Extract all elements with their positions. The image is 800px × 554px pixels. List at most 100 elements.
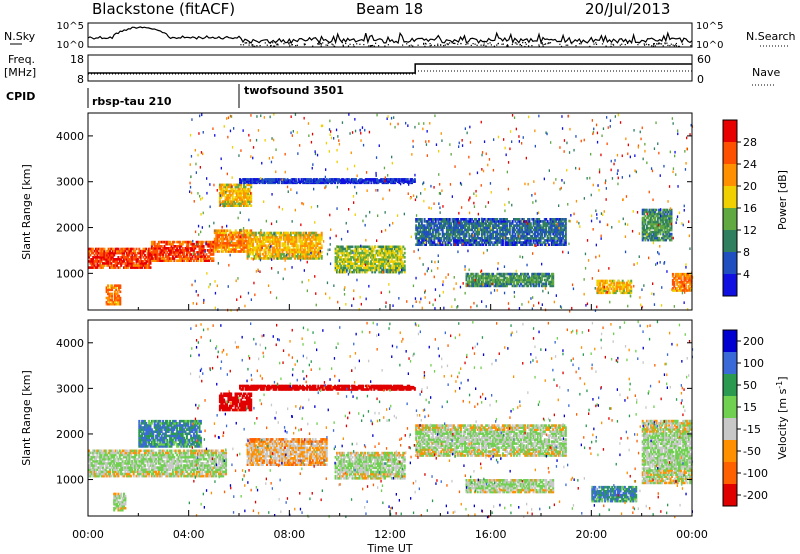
heatmap-cell xyxy=(241,241,244,245)
heatmap-cell xyxy=(254,236,257,239)
heatmap-cell xyxy=(156,247,159,250)
heatmap-speckle xyxy=(533,276,535,279)
heatmap-cell xyxy=(157,240,160,244)
heatmap-cell xyxy=(174,255,177,258)
heatmap-cell xyxy=(152,249,155,252)
heatmap-cell xyxy=(237,237,240,241)
heatmap-cell xyxy=(223,244,226,247)
heatmap-cell xyxy=(150,245,153,248)
heatmap-speckle xyxy=(614,159,616,162)
nsearch-point xyxy=(474,43,476,45)
nsearch-point xyxy=(252,44,254,46)
heatmap-cell xyxy=(92,262,95,265)
heatmap-cell xyxy=(253,257,256,260)
heatmap-cell xyxy=(197,242,200,246)
heatmap-cell xyxy=(230,235,233,239)
nsearch-point xyxy=(288,43,290,45)
heatmap-cell xyxy=(237,244,240,247)
heatmap-cell xyxy=(173,251,176,254)
heatmap-cell xyxy=(114,260,117,263)
heatmap-cell xyxy=(114,251,117,255)
heatmap-cell xyxy=(247,244,250,247)
heatmap-cell xyxy=(250,229,253,232)
heatmap-cell xyxy=(153,245,156,248)
heatmap-cell xyxy=(110,256,113,259)
heatmap-cell xyxy=(170,253,173,256)
heatmap-cell xyxy=(247,246,250,250)
heatmap-cell xyxy=(129,247,132,251)
heatmap-cell xyxy=(109,262,111,265)
heatmap-cell xyxy=(180,255,183,258)
heatmap-cell xyxy=(205,253,208,256)
heatmap-cell xyxy=(173,257,176,260)
heatmap-cell xyxy=(99,260,102,263)
nsearch-point xyxy=(659,43,661,45)
nsearch-point xyxy=(675,44,677,46)
heatmap-cell xyxy=(156,242,159,246)
heatmap-cell xyxy=(199,242,202,246)
heatmap-cell xyxy=(142,247,145,251)
heatmap-cell xyxy=(216,233,219,237)
heatmap-cell xyxy=(209,253,212,256)
heatmap-cell xyxy=(106,256,109,259)
nsearch-point xyxy=(621,43,623,45)
nsearch-point xyxy=(610,43,612,45)
heatmap-cell xyxy=(138,266,141,269)
heatmap-cell xyxy=(107,258,110,261)
heatmap-cell xyxy=(241,237,244,241)
heatmap-cell xyxy=(208,255,211,258)
heatmap-cell xyxy=(128,258,131,261)
heatmap-cell xyxy=(191,255,194,258)
nsearch-point xyxy=(675,45,678,47)
heatmap-cell xyxy=(259,233,262,237)
heatmap-cell xyxy=(226,229,229,232)
heatmap-cell xyxy=(113,264,116,267)
heatmap-cell xyxy=(170,247,173,250)
heatmap-cell xyxy=(212,249,215,252)
heatmap-cell xyxy=(173,245,176,248)
heatmap-cell xyxy=(104,260,107,263)
heatmap-cell xyxy=(181,253,184,256)
heatmap-cell xyxy=(199,249,202,252)
heatmap-cell xyxy=(355,178,357,181)
heatmap-cell xyxy=(121,256,124,259)
heatmap-cell xyxy=(107,284,109,287)
heatmap-cell xyxy=(187,257,190,260)
heatmap-cell xyxy=(178,253,181,256)
heatmap-cell xyxy=(206,257,209,260)
heatmap-cell xyxy=(135,260,138,263)
heatmap-cell xyxy=(95,260,97,263)
heatmap-cell xyxy=(250,250,253,254)
heatmap-cell xyxy=(181,242,184,246)
heatmap-cell xyxy=(240,237,243,241)
nsearch-point xyxy=(359,43,361,45)
nsearch-point xyxy=(648,44,650,46)
heatmap-cell xyxy=(209,242,212,246)
heatmap-cell xyxy=(222,244,225,247)
heatmap-cell xyxy=(213,231,216,235)
heatmap-cell xyxy=(229,237,232,241)
nsearch-point xyxy=(240,44,242,46)
heatmap-cell xyxy=(169,259,172,262)
heatmap-cell xyxy=(111,292,114,296)
heatmap-cell xyxy=(167,247,170,250)
noise-tick-right-bottom: 10^0 xyxy=(696,40,723,51)
heatmap-cell xyxy=(163,247,166,250)
heatmap-cell xyxy=(146,266,149,269)
heatmap-cell xyxy=(239,239,241,243)
heatmap-cell xyxy=(156,259,159,262)
heatmap-cell xyxy=(162,255,165,258)
nsearch-point xyxy=(578,43,581,45)
heatmap-cell xyxy=(229,250,232,253)
heatmap-cell xyxy=(90,249,93,253)
nsearch-point xyxy=(454,42,456,45)
heatmap-cell xyxy=(670,232,673,236)
heatmap-cell xyxy=(171,249,174,252)
heatmap-cell xyxy=(170,249,173,252)
heatmap-cell xyxy=(139,266,142,269)
heatmap-speckle xyxy=(524,182,526,186)
heatmap-speckle xyxy=(428,140,430,143)
nsearch-point xyxy=(277,44,279,46)
heatmap-cell xyxy=(241,244,244,247)
heatmap-speckle xyxy=(624,235,627,238)
